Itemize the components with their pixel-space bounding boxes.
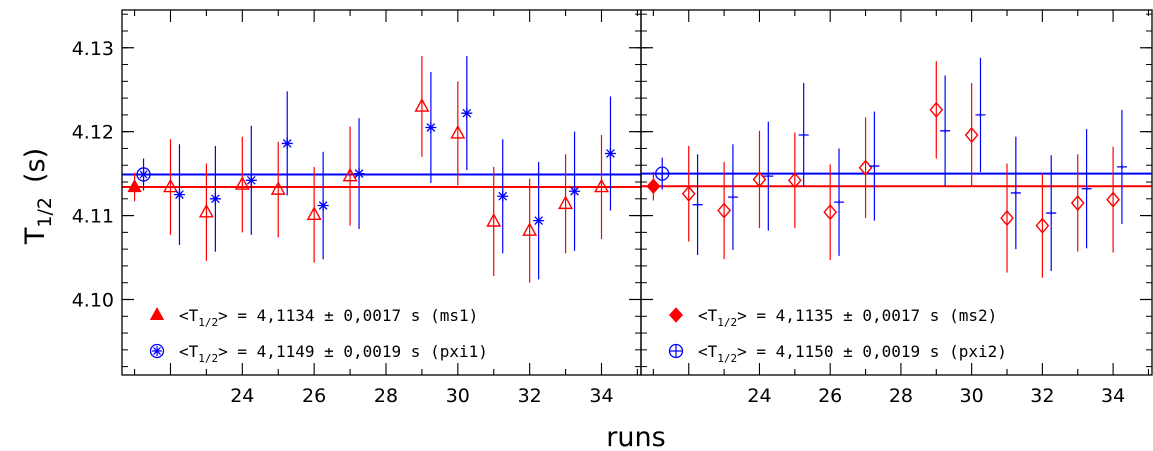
data-point (858, 159, 873, 176)
data-point (763, 174, 774, 179)
data-point (1046, 211, 1057, 216)
y-tick-label: 4.12 (72, 122, 114, 144)
x-tick-label: 26 (302, 385, 326, 407)
y-tick-label: 4.11 (72, 206, 114, 228)
data-point (486, 212, 502, 227)
x-tick-label: 30 (446, 385, 470, 407)
y-axis-title-unit: (s) (20, 148, 51, 183)
x-axis-title: runs (606, 422, 665, 451)
data-point (594, 178, 609, 193)
data-point (717, 202, 731, 219)
data-point (964, 126, 979, 144)
legend-marker (668, 343, 684, 359)
data-point (425, 121, 437, 133)
mean-point (646, 178, 661, 194)
data-point (869, 164, 880, 169)
legend-entry: <T1/2> = 4,1135 ± 0,0017 s (ms2) (698, 306, 997, 329)
x-tick-label: 34 (1101, 385, 1125, 407)
x-tick-label: 24 (747, 385, 771, 407)
data-point (823, 204, 838, 221)
data-point (834, 200, 845, 205)
data-point (353, 168, 365, 180)
x-tick-label: 32 (1030, 385, 1054, 407)
data-point (306, 206, 322, 220)
mean-point (655, 166, 670, 181)
data-point (727, 195, 738, 200)
legend-marker (669, 307, 683, 323)
legend-marker (149, 343, 165, 359)
x-tick-label: 26 (818, 385, 842, 407)
data-point (1070, 194, 1085, 212)
data-point (558, 195, 574, 210)
legend-marker (149, 306, 165, 321)
data-point (1116, 164, 1127, 169)
mean-point (127, 179, 142, 193)
data-point (270, 181, 286, 195)
data-point (1000, 210, 1014, 227)
data-point (414, 98, 430, 112)
y-axis-title: T1/2 (s) (20, 148, 56, 245)
panels-layer: 4.10 4.11 4.12 4.13 24 26 28 30 32 34 <T1/2> = 4,1… (72, 9, 1153, 407)
y-axis-title-subscript: 1/2 (34, 197, 56, 228)
x-tick-label: 30 (960, 385, 984, 407)
data-point (692, 202, 703, 207)
data-point (245, 174, 257, 186)
data-point (1035, 217, 1050, 234)
data-point (522, 222, 538, 236)
data-point (317, 200, 329, 212)
data-point (681, 185, 696, 202)
data-point (209, 193, 221, 205)
data-point (1081, 186, 1092, 191)
mean-point (136, 167, 151, 182)
x-tick-label: 28 (374, 385, 398, 407)
data-point (569, 185, 581, 197)
data-point (940, 128, 951, 133)
data-point (461, 107, 473, 119)
plot-frame (640, 9, 1153, 376)
data-point (604, 147, 616, 159)
data-point (975, 112, 986, 117)
data-point (533, 215, 545, 227)
legend-entry: <T1/2> = 4,1150 ± 0,0019 s (pxi2) (698, 342, 1007, 365)
data-point (787, 172, 802, 189)
legend-entry: <T1/2> = 4,1134 ± 0,0017 s (ms1) (179, 306, 478, 329)
panel-1: 4.10 4.11 4.12 4.13 24 26 28 30 32 34 <T1/2> = 4,1… (72, 9, 642, 407)
legend-entry: <T1/2> = 4,1149 ± 0,0019 s (pxi1) (179, 342, 488, 365)
y-tick-label: 4.13 (72, 38, 114, 60)
data-point (173, 189, 185, 201)
data-point (281, 137, 293, 149)
data-point (929, 101, 944, 118)
x-tick-label: 34 (589, 385, 613, 407)
data-point (342, 167, 358, 182)
data-point (1106, 191, 1120, 208)
data-point (198, 203, 214, 218)
data-point (752, 171, 767, 188)
data-point (497, 190, 509, 202)
data-point (798, 133, 809, 138)
y-tick-label: 4.10 (72, 289, 114, 311)
data-point (1010, 190, 1021, 195)
data-point (234, 176, 250, 190)
data-point (450, 124, 466, 139)
panel-2: 24 26 28 30 32 34 <T1/2> = 4,1135 ± 0,0017 s (… (640, 9, 1153, 407)
x-tick-label: 32 (518, 385, 542, 407)
x-tick-label: 28 (889, 385, 913, 407)
data-point (163, 178, 178, 193)
x-tick-label: 24 (230, 385, 254, 407)
y-axis-title-main: T (20, 227, 51, 245)
